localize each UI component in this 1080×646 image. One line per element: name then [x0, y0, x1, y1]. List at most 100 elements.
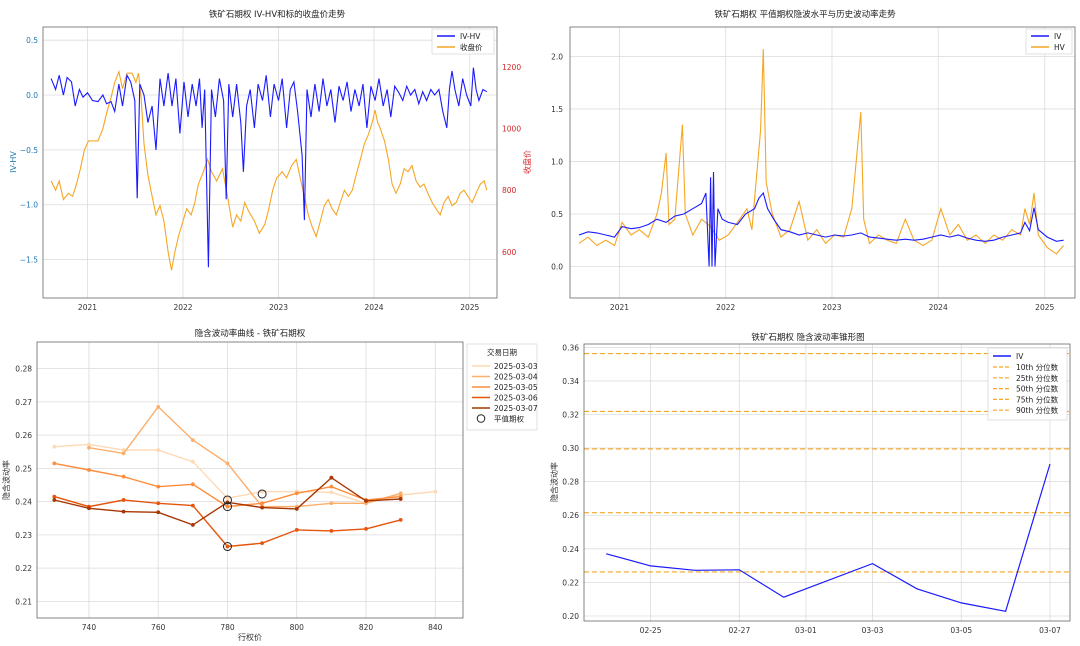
x-tick-label: 2021 [610, 303, 629, 312]
y-ticks-iv-hv-level: 0.0 0.5 1.0 1.5 2.0 [551, 52, 563, 271]
y2-tick-label: 600 [502, 248, 517, 257]
data-point-2025-03-07 [190, 522, 195, 527]
atm-marker [222, 542, 232, 552]
y-tick-label: 0.36 [562, 343, 579, 352]
series-line-hv [578, 49, 1065, 255]
data-point-2025-03-05 [329, 484, 334, 489]
y-tick-label: 0.34 [562, 377, 579, 386]
data-point-2025-03-05 [156, 484, 161, 489]
data-point-2025-03-07 [87, 506, 91, 511]
x-ticks-iv-hv-level: 2021 2022 2023 2024 2025 [610, 303, 1055, 312]
x-tick-label: 2024 [364, 303, 383, 312]
y-tick-label: 0.0 [551, 262, 563, 271]
y2-tick-label: 800 [502, 186, 517, 195]
legend-label-quantile: 90th 分位数 [1016, 405, 1059, 415]
legend-label-atm: 平值期权 [494, 414, 524, 424]
legend-label-ivhv: IV-HV [460, 32, 481, 41]
x-tick-label: 760 [151, 623, 166, 632]
panel-iv-cone: 铁矿石期权 隐含波动率锥形图 02-25 02-27 03-01 03-03 03-05… [549, 332, 1071, 635]
x-ticks-iv-cone: 02-25 02-27 03-01 03-03 03-05 03-07 [640, 626, 1061, 635]
data-point-2025-03-05 [52, 461, 57, 466]
x-tick-label: 2023 [822, 303, 841, 312]
y-axis-label-iv: 隐含波动率 [1, 460, 11, 500]
y-tick-label: 0.21 [15, 597, 32, 606]
plot-frame-iv-cone [583, 343, 1071, 622]
chart-title-iv-hv-level: 铁矿石期权 平值期权隐波水平与历史波动率走势 [714, 9, 896, 20]
x-tick-label: 02-27 [728, 626, 750, 635]
legend-swatch-atm [476, 414, 486, 423]
data-point-2025-03-04 [225, 461, 230, 466]
legend-label-iv: IV [1054, 32, 1062, 41]
data-point-2025-03-05 [260, 501, 265, 506]
data-point-2025-03-06 [156, 501, 161, 506]
series-line-iv [606, 463, 1051, 612]
y-tick-label: 0.24 [15, 498, 32, 507]
x-tick-label: 840 [428, 623, 443, 632]
data-point-2025-03-07 [156, 510, 161, 515]
series-layer-ivhv-price [50, 67, 488, 271]
y-axis-label-iv-cone: 隐含波动率 [549, 462, 559, 502]
x-tick-label: 03-01 [795, 626, 817, 635]
y-tick-label: 0.27 [15, 398, 32, 407]
data-point-2025-03-07 [364, 499, 368, 503]
chart-title-iv-smile: 隐含波动率曲线 - 铁矿石期权 [195, 328, 306, 339]
y-tick-label: 0.22 [562, 578, 579, 587]
data-point-2025-03-03 [433, 489, 438, 494]
y-tick-label: 2.0 [551, 52, 563, 61]
legend-label-2025-03-07: 2025-03-07 [494, 404, 538, 413]
y-ticks-iv-cone: 0.20 0.22 0.24 0.26 0.28 0.30 0.32 0.34 0.36 [562, 343, 579, 621]
panel-iv-smile: 隐含波动率曲线 - 铁矿石期权 740 760 780 800 820 840 0.210… [1, 328, 538, 642]
legend-label-quantile: 10th 分位数 [1016, 362, 1059, 372]
grid-iv-hv-level [570, 27, 1075, 298]
data-point-2025-03-06 [52, 494, 57, 499]
y2-axis-label-price: 收盘价 [522, 150, 532, 174]
data-point-2025-03-03 [190, 459, 195, 464]
data-point-2025-03-03 [225, 496, 230, 501]
x-tick-label: 2025 [1035, 303, 1054, 312]
y-tick-label: 0.30 [562, 444, 579, 453]
y-tick-label: 0.5 [26, 36, 38, 45]
x-tick-label: 02-25 [640, 626, 662, 635]
data-point-2025-03-07 [260, 505, 265, 510]
y-ticks-iv-smile: 0.21 0.22 0.23 0.24 0.25 0.26 0.27 0.28 [15, 365, 32, 607]
data-point-2025-03-03 [87, 442, 91, 447]
legend-label-2025-03-06: 2025-03-06 [494, 394, 538, 403]
y-tick-label: 1.5 [551, 105, 563, 114]
data-point-2025-03-04 [190, 438, 195, 442]
y-tick-label: 0.5 [551, 210, 563, 219]
x-ticks-ivhv-price: 2021 2022 2023 2024 2025 [78, 303, 480, 312]
y2-tick-label: 1000 [502, 125, 521, 134]
x-tick-label: 2024 [929, 303, 948, 312]
y2-tick-label: 1200 [502, 63, 521, 72]
series-line-close-price [50, 69, 488, 271]
data-point-2025-03-06 [398, 518, 403, 522]
data-point-2025-03-06 [121, 498, 126, 502]
x-tick-label: 2025 [460, 303, 479, 312]
y-tick-label: 0.23 [15, 531, 32, 540]
data-point-2025-03-07 [329, 475, 334, 480]
y-tick-label: 0.20 [562, 612, 579, 621]
x-tick-label: 820 [359, 623, 374, 632]
series-line-2025-03-04 [88, 405, 401, 508]
data-point-2025-03-04 [121, 451, 126, 456]
data-point-2025-03-06 [364, 526, 368, 531]
data-point-2025-03-03 [260, 489, 265, 494]
y-tick-label: 0.26 [15, 431, 32, 440]
x-tick-label: 2022 [716, 303, 735, 312]
data-point-2025-03-04 [156, 404, 161, 409]
x-tick-label: 780 [220, 623, 235, 632]
panel-iv-hv-level: 铁矿石期权 平值期权隐波水平与历史波动率走势 2021 2022 2023 2024 2… [551, 9, 1076, 312]
plot-frame-iv-smile [36, 341, 464, 619]
data-point-2025-03-03 [329, 490, 334, 495]
y-tick-label: 0.25 [15, 464, 32, 473]
data-point-2025-03-06 [294, 527, 299, 532]
x-tick-label: 740 [82, 623, 97, 632]
data-point-2025-03-07 [121, 509, 126, 514]
grid-ivhv-price [43, 27, 497, 298]
data-point-2025-03-06 [329, 528, 334, 533]
legend-label-hv: HV [1054, 43, 1066, 52]
y-tick-label: 0.28 [562, 478, 579, 487]
